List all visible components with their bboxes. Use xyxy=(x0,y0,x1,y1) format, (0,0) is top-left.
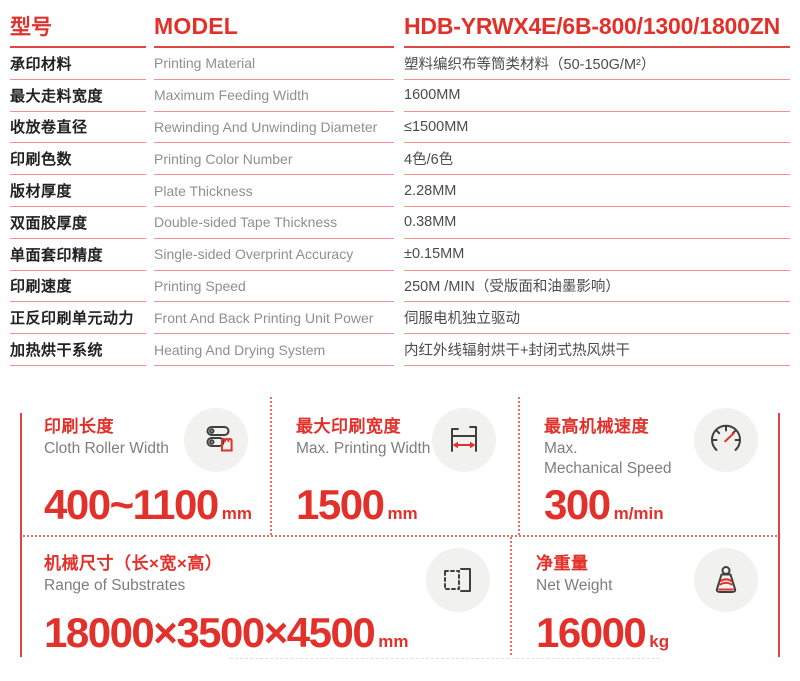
spec-label-en: Plate Thickness xyxy=(154,175,394,207)
spec-value: 1600MM xyxy=(404,80,790,112)
spec-value: 250M /MIN（受版面和油墨影响） xyxy=(404,271,790,303)
card-unit: m/min xyxy=(613,504,664,524)
table-row: 收放卷直径 Rewinding And Unwinding Diameter ≤… xyxy=(10,112,790,144)
table-row: 正反印刷单元动力 Front And Back Printing Unit Po… xyxy=(10,302,790,335)
card-unit: mm xyxy=(221,504,252,524)
cards-row-bottom: 机械尺寸（长×宽×高） Range of Substrates 18000×35… xyxy=(20,534,780,657)
table-row: 版材厚度 Plate Thickness 2.28MM xyxy=(10,175,790,207)
width-icon xyxy=(432,407,496,472)
card-machine-dimensions: 机械尺寸（长×宽×高） Range of Substrates 18000×35… xyxy=(20,536,512,657)
card-title-en: Net Weight xyxy=(536,576,613,594)
table-row: 单面套印精度 Single-sided Overprint Accuracy ±… xyxy=(10,239,790,271)
model-label-cn: 型号 xyxy=(10,6,146,48)
card-title-cn: 最高机械速度 xyxy=(544,416,649,436)
dimension-icon xyxy=(426,547,490,612)
card-value: 18000×3500×4500 mm xyxy=(44,609,409,657)
spec-label-cn: 收放卷直径 xyxy=(10,112,146,144)
card-unit: mm xyxy=(378,632,409,652)
table-row: 加热烘干系统 Heating And Drying System 内红外线辐射烘… xyxy=(10,334,790,366)
spec-cards-panel: 印刷长度 Cloth Roller Width 400~1100 mm 最大印刷宽… xyxy=(20,396,780,681)
card-max-mechanical-speed: 最高机械速度 Max. Mechanical Speed 300 m/min xyxy=(520,397,780,535)
card-title-en: Max. Printing Width xyxy=(296,439,431,457)
card-value: 300 m/min xyxy=(544,481,664,529)
spec-label-cn: 正反印刷单元动力 xyxy=(10,302,146,335)
spec-value: 内红外线辐射烘干+封闭式热风烘干 xyxy=(404,334,790,366)
card-title-cn: 印刷长度 xyxy=(44,416,114,436)
spec-value: ±0.15MM xyxy=(404,239,790,271)
spec-label-en: Maximum Feeding Width xyxy=(154,80,394,112)
spec-label-cn: 印刷色数 xyxy=(10,143,146,176)
table-row: 承印材料 Printing Material 塑料编织布等筒类材料（50-150… xyxy=(10,48,790,80)
spec-label-cn: 印刷速度 xyxy=(10,271,146,303)
card-value: 1500 mm xyxy=(296,481,418,529)
spec-table: 型号 MODEL HDB-YRWX4E/6B-800/1300/1800ZN 承… xyxy=(10,6,790,366)
spec-label-en: Double-sided Tape Thickness xyxy=(154,207,394,239)
card-net-weight: 净重量 Net Weight 16000 kg xyxy=(512,537,780,655)
card-value: 16000 kg xyxy=(536,609,670,657)
spec-value: 塑料编织布等筒类材料（50-150G/M²） xyxy=(404,48,790,80)
spec-label-en: Printing Material xyxy=(154,48,394,80)
card-unit: mm xyxy=(387,504,418,524)
spec-label-en: Heating And Drying System xyxy=(154,334,394,366)
card-max-printing-width: 最大印刷宽度 Max. Printing Width 1500 mm xyxy=(272,396,520,535)
card-title-en: Range of Substrates xyxy=(44,576,186,594)
spec-label-en: Single-sided Overprint Accuracy xyxy=(154,239,394,271)
spec-label-en: Printing Speed xyxy=(154,271,394,303)
card-title-cn: 机械尺寸（长×宽×高） xyxy=(44,553,223,573)
spec-label-en: Rewinding And Unwinding Diameter xyxy=(154,112,394,144)
spec-value: 伺服电机独立驱动 xyxy=(404,302,790,335)
spec-label-cn: 最大走料宽度 xyxy=(10,80,146,112)
speedometer-icon xyxy=(694,407,758,472)
spec-value: ≤1500MM xyxy=(404,112,790,144)
spec-value: 2.28MM xyxy=(404,175,790,207)
card-cloth-roller-width: 印刷长度 Cloth Roller Width 400~1100 mm xyxy=(20,396,272,535)
spec-label-cn: 加热烘干系统 xyxy=(10,334,146,366)
bottom-divider xyxy=(230,657,660,659)
table-row: 印刷色数 Printing Color Number 4色/6色 xyxy=(10,143,790,176)
model-label-en: MODEL xyxy=(154,6,394,48)
left-accent-bar xyxy=(20,412,22,657)
rollers-icon xyxy=(184,407,248,472)
spec-value: 0.38MM xyxy=(404,207,790,239)
card-title-cn: 最大印刷宽度 xyxy=(296,416,401,436)
card-value: 400~1100 mm xyxy=(44,481,252,529)
card-unit: kg xyxy=(649,632,670,652)
weight-icon xyxy=(694,547,758,612)
spec-label-cn: 版材厚度 xyxy=(10,175,146,207)
spec-label-cn: 承印材料 xyxy=(10,48,146,80)
spec-label-en: Printing Color Number xyxy=(154,143,394,176)
table-row: 双面胶厚度 Double-sided Tape Thickness 0.38MM xyxy=(10,207,790,239)
spec-label-cn: 双面胶厚度 xyxy=(10,207,146,239)
spec-label-cn: 单面套印精度 xyxy=(10,239,146,271)
spec-value: 4色/6色 xyxy=(404,143,790,176)
right-accent-bar xyxy=(778,412,780,657)
card-title-en: Cloth Roller Width xyxy=(44,439,169,457)
spec-label-en: Front And Back Printing Unit Power xyxy=(154,302,394,335)
table-row: 最大走料宽度 Maximum Feeding Width 1600MM xyxy=(10,80,790,112)
card-title-cn: 净重量 xyxy=(536,553,589,573)
cards-row-top: 印刷长度 Cloth Roller Width 400~1100 mm 最大印刷宽… xyxy=(20,396,780,535)
table-header-row: 型号 MODEL HDB-YRWX4E/6B-800/1300/1800ZN xyxy=(10,6,790,48)
model-number: HDB-YRWX4E/6B-800/1300/1800ZN xyxy=(404,6,790,48)
table-row: 印刷速度 Printing Speed 250M /MIN（受版面和油墨影响） xyxy=(10,271,790,303)
card-title-en: Max. Mechanical Speed xyxy=(544,439,672,478)
